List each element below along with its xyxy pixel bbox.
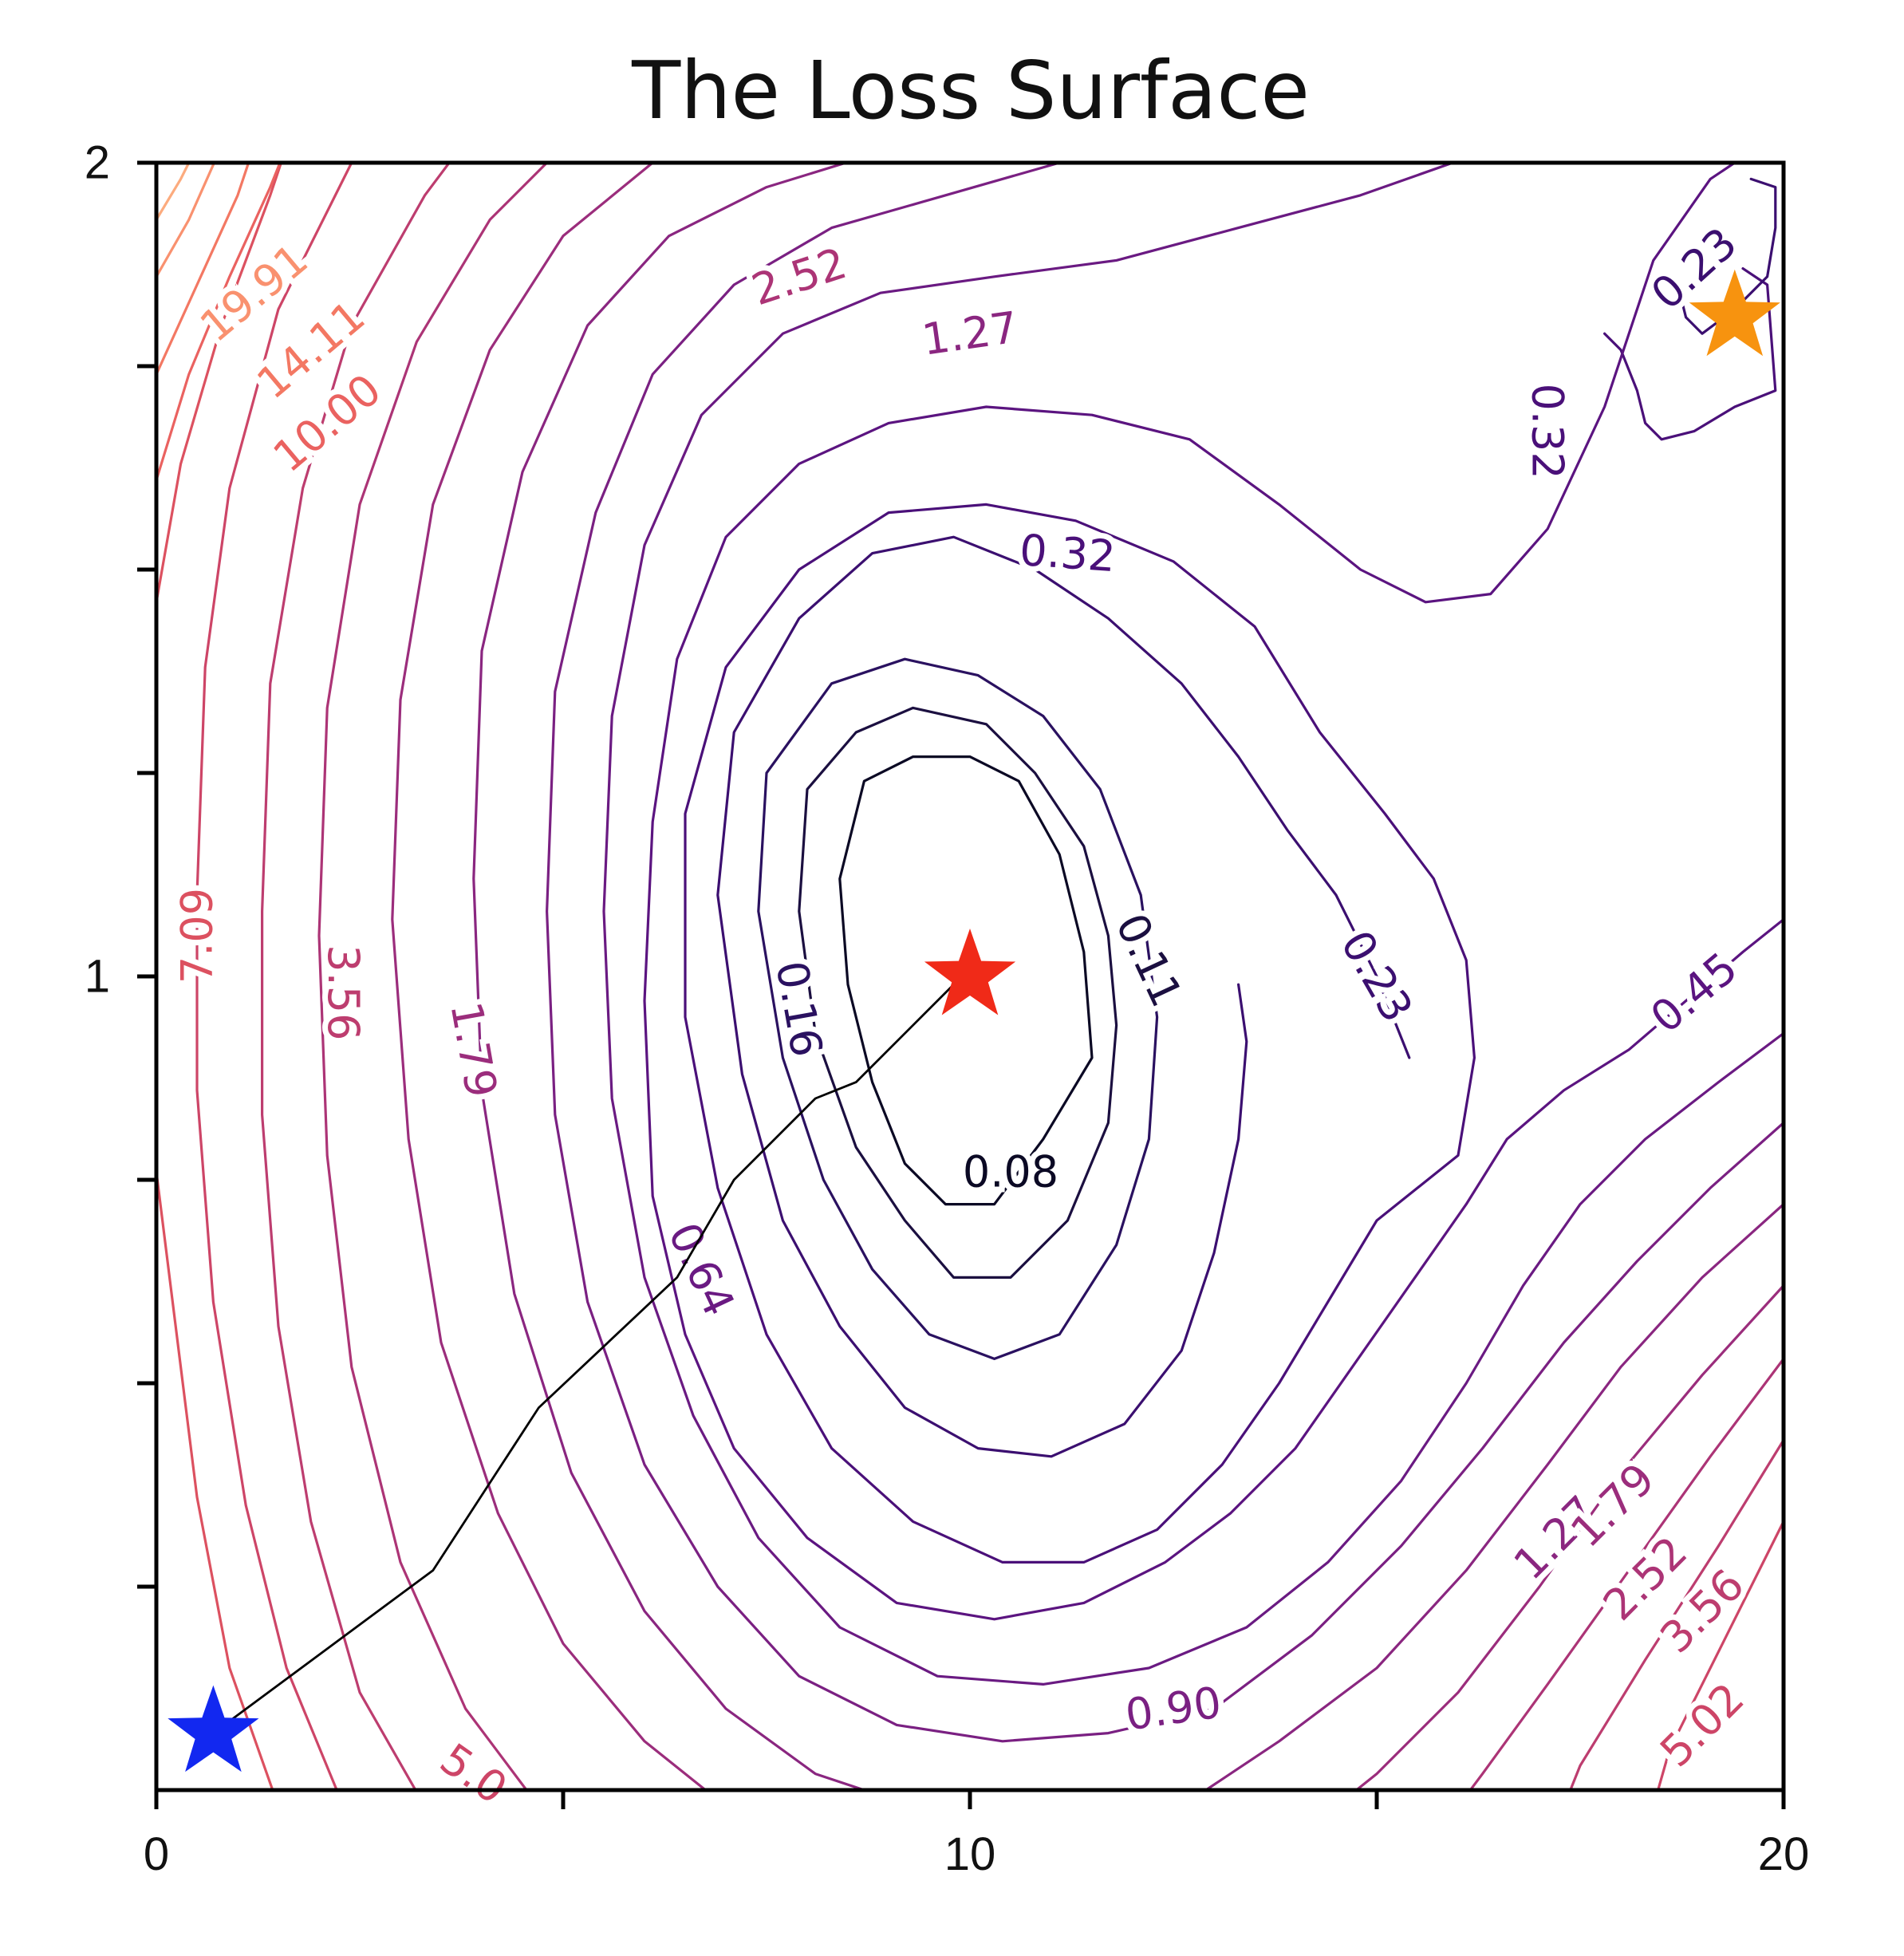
contour-label-5: 0.32: [1018, 525, 1117, 582]
contour-line-0-16-2: [757, 657, 1159, 1360]
contour-line-1-79-13: [1354, 1284, 1784, 1790]
contour-line-1-27-11: [1203, 1203, 1784, 1790]
contour-label-3: 2.52: [746, 238, 853, 315]
contour-label-9: 3.56: [318, 944, 369, 1040]
x-tick-label: 20: [1758, 1828, 1810, 1880]
x-tick-label: 0: [144, 1828, 169, 1880]
contour-label-15: 0.08: [963, 1146, 1058, 1197]
contour-line-14-11-24: [156, 163, 250, 376]
contour-line-19-91-26: [156, 163, 191, 221]
contour-line-2-52-16: [317, 163, 549, 1790]
contour-line-0-32-4: [684, 503, 1476, 1564]
contour-label-14: 0.45: [1641, 943, 1747, 1043]
x-tick-label: 10: [944, 1828, 996, 1880]
contour-line-1-79-14: [391, 163, 708, 1790]
contour-label-layer: 19.9114.1110.002.521.270.320.230.327.093…: [167, 212, 1760, 1820]
contour-line-0-08-0: [838, 755, 1094, 1206]
contour-label-4: 1.27: [919, 302, 1021, 365]
contour-label-8: 7.09: [172, 888, 223, 984]
contour-label-23: 5.0: [432, 1733, 516, 1814]
contour-line-3-56-17: [1569, 1438, 1784, 1790]
contour-line-0-64-9: [602, 163, 1784, 1686]
contour-label-12: 0.11: [1106, 906, 1192, 1015]
contour-line-1-27-12: [472, 163, 869, 1790]
contour-line-0-9-10: [546, 163, 1784, 1743]
contour-label-11: 0.16: [766, 957, 832, 1060]
optimization-path-line: [212, 976, 963, 1734]
start-star-marker: [168, 1685, 259, 1773]
contour-line-10-23: [156, 163, 282, 482]
optimization-path-layer: [212, 976, 963, 1734]
axis-layer: 0 10 20 1 2: [85, 137, 1810, 1881]
contour-line-19-91-25: [156, 163, 216, 278]
contour-line-3-56-18: [261, 163, 451, 1790]
contour-line-5-02-19: [1656, 1520, 1784, 1790]
other-star-marker: [1689, 269, 1780, 357]
contour-line-0-23-6: [1676, 177, 1777, 335]
minimum-star-marker: [924, 929, 1016, 1015]
contour-line-0-32-5: [1603, 267, 1777, 441]
contour-line-0-45-8: [643, 163, 1784, 1621]
contour-label-13: 0.23: [1331, 922, 1423, 1031]
y-tick-label: 2: [85, 137, 110, 189]
y-tick-label: 1: [85, 951, 110, 1003]
marker-layer: [168, 269, 1780, 1773]
contour-line-0-11-1: [798, 706, 1118, 1279]
contour-label-7: 0.32: [1523, 383, 1573, 479]
contour-label-10: 1.79: [440, 998, 507, 1101]
contour-line-5-02-20: [195, 163, 353, 1790]
contour-label-21: 0.90: [1122, 1677, 1224, 1740]
contour-line-7-09-22: [156, 163, 283, 604]
contour-layer: [156, 163, 1784, 1790]
chart-title: The Loss Surface: [631, 44, 1310, 137]
contour-line-2-52-15: [1468, 1357, 1784, 1790]
contour-line-0-23-3: [716, 535, 1411, 1458]
contour-line-7-09-21: [156, 1170, 274, 1790]
